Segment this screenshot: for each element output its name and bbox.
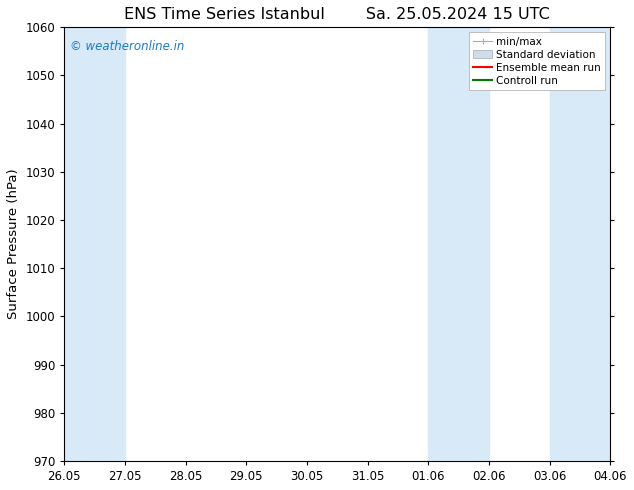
- Title: ENS Time Series Istanbul        Sa. 25.05.2024 15 UTC: ENS Time Series Istanbul Sa. 25.05.2024 …: [124, 7, 550, 22]
- Legend: min/max, Standard deviation, Ensemble mean run, Controll run: min/max, Standard deviation, Ensemble me…: [469, 32, 605, 90]
- Bar: [550, 27, 611, 461]
- Y-axis label: Surface Pressure (hPa): Surface Pressure (hPa): [7, 169, 20, 319]
- Text: © weatheronline.in: © weatheronline.in: [70, 40, 184, 53]
- Bar: [429, 27, 489, 461]
- Bar: [64, 27, 125, 461]
